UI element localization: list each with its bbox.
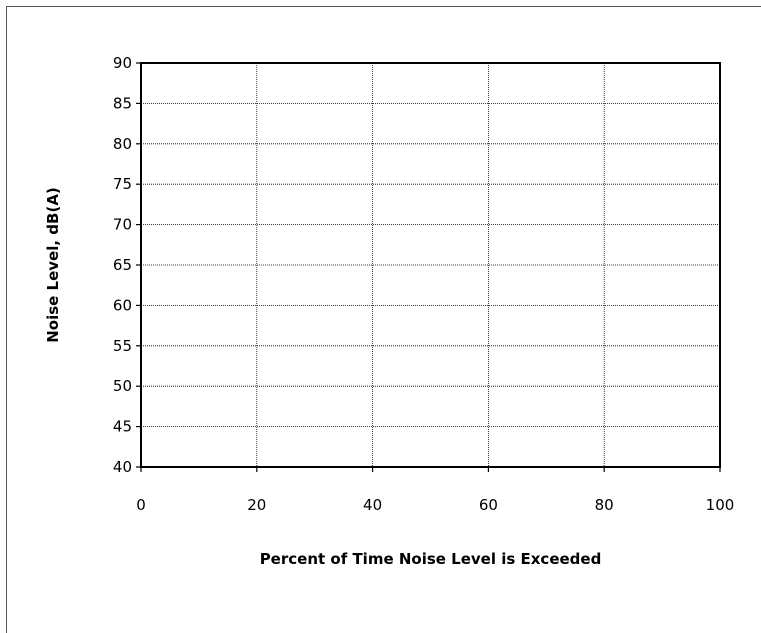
y-tick-label-75: 75: [113, 175, 132, 193]
y-tick-label-70: 70: [113, 216, 132, 234]
x-tick-label-60: 60: [479, 496, 498, 514]
y-axis-ticks: 40 45 50 55 60 65 70 75 80 85 90: [113, 54, 141, 476]
x-tick-label-100: 100: [706, 496, 735, 514]
grid-lines: [141, 63, 720, 467]
y-tick-label-45: 45: [113, 418, 132, 436]
y-tick-label-85: 85: [113, 94, 132, 112]
y-tick-label-65: 65: [113, 256, 132, 274]
x-tick-label-20: 20: [247, 496, 266, 514]
y-tick-label-80: 80: [113, 135, 132, 153]
chart-frame: [6, 6, 761, 633]
y-tick-label-40: 40: [113, 458, 132, 476]
x-tick-label-80: 80: [595, 496, 614, 514]
x-tick-label-40: 40: [363, 496, 382, 514]
x-axis-title: Percent of Time Noise Level is Exceeded: [260, 550, 602, 568]
y-tick-label-50: 50: [113, 377, 132, 395]
y-axis-title: Noise Level, dB(A): [44, 187, 62, 343]
x-tick-label-0: 0: [136, 496, 146, 514]
y-tick-label-90: 90: [113, 54, 132, 72]
y-tick-label-55: 55: [113, 337, 132, 355]
y-tick-label-60: 60: [113, 296, 132, 314]
x-axis-ticks: 0 20 40 60 80 100: [136, 467, 734, 514]
